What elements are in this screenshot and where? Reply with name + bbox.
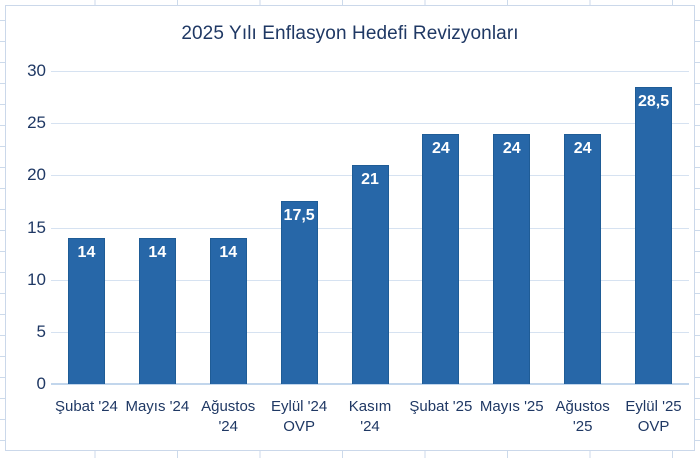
x-tick-label: Eylül '25 OVP xyxy=(625,398,682,435)
x-tick-label: Eylül '24 OVP xyxy=(270,398,328,435)
y-tick-label: 20 xyxy=(27,165,46,185)
gridline xyxy=(51,123,689,125)
bar-value-label: 21 xyxy=(361,170,379,188)
bar-Mayıs '24[interactable]: 14 xyxy=(138,237,176,384)
y-tick-label: 5 xyxy=(36,321,46,341)
chart-title: 2025 Yılı Enflasyon Hedefi Revizyonları xyxy=(181,23,519,44)
bar-value-label: 24 xyxy=(573,139,592,157)
bar-value-label: 14 xyxy=(148,243,167,261)
bar-Ağustos '24[interactable]: 14 xyxy=(209,237,247,384)
x-axis-line xyxy=(51,383,689,385)
bar-Kasım '24[interactable]: 21 xyxy=(351,164,389,384)
y-tick-label: 0 xyxy=(36,374,46,393)
x-tick-label: Mayıs '25 xyxy=(479,398,544,415)
y-tick-label: 25 xyxy=(27,113,46,133)
y-tick-label: 30 xyxy=(27,61,46,80)
bar-value-label: 24 xyxy=(502,139,521,157)
bar-Eylül '25 OVP[interactable]: 28,5 xyxy=(635,86,673,384)
bar-Eylül '24 OVP[interactable]: 17,5 xyxy=(280,201,318,384)
bar-value-label: 17,5 xyxy=(283,207,315,225)
gridline xyxy=(51,71,689,72)
y-tick-label: 10 xyxy=(27,269,46,289)
x-tick-label: Şubat '24 xyxy=(54,398,118,415)
y-tick-label: 15 xyxy=(27,217,46,237)
x-tick-label: Ağustos '25 xyxy=(555,398,610,435)
bar-value-label: 14 xyxy=(77,243,96,261)
x-tick-label: Mayıs '24 xyxy=(125,398,190,415)
plot-area: 14 14 14 17,5 21 24 24 24 28,5 xyxy=(51,71,689,385)
x-tick-label: Şubat '25 xyxy=(409,398,473,415)
chart-area[interactable]: 2025 Yılı Enflasyon Hedefi Revizyonları … xyxy=(5,5,695,451)
bar-value-label: 28,5 xyxy=(637,92,670,110)
bar-Şubat '25[interactable]: 24 xyxy=(422,133,460,384)
x-tick-label: Kasım '24 xyxy=(348,398,392,435)
bar-value-label: 24 xyxy=(431,139,450,157)
x-tick-label: Ağustos '24 xyxy=(201,398,256,435)
bar-Şubat '24[interactable]: 14 xyxy=(67,237,105,384)
bar-Ağustos '25[interactable]: 24 xyxy=(564,133,602,384)
bar-value-label: 14 xyxy=(219,243,238,261)
bar-Mayıs '25[interactable]: 24 xyxy=(493,133,531,384)
